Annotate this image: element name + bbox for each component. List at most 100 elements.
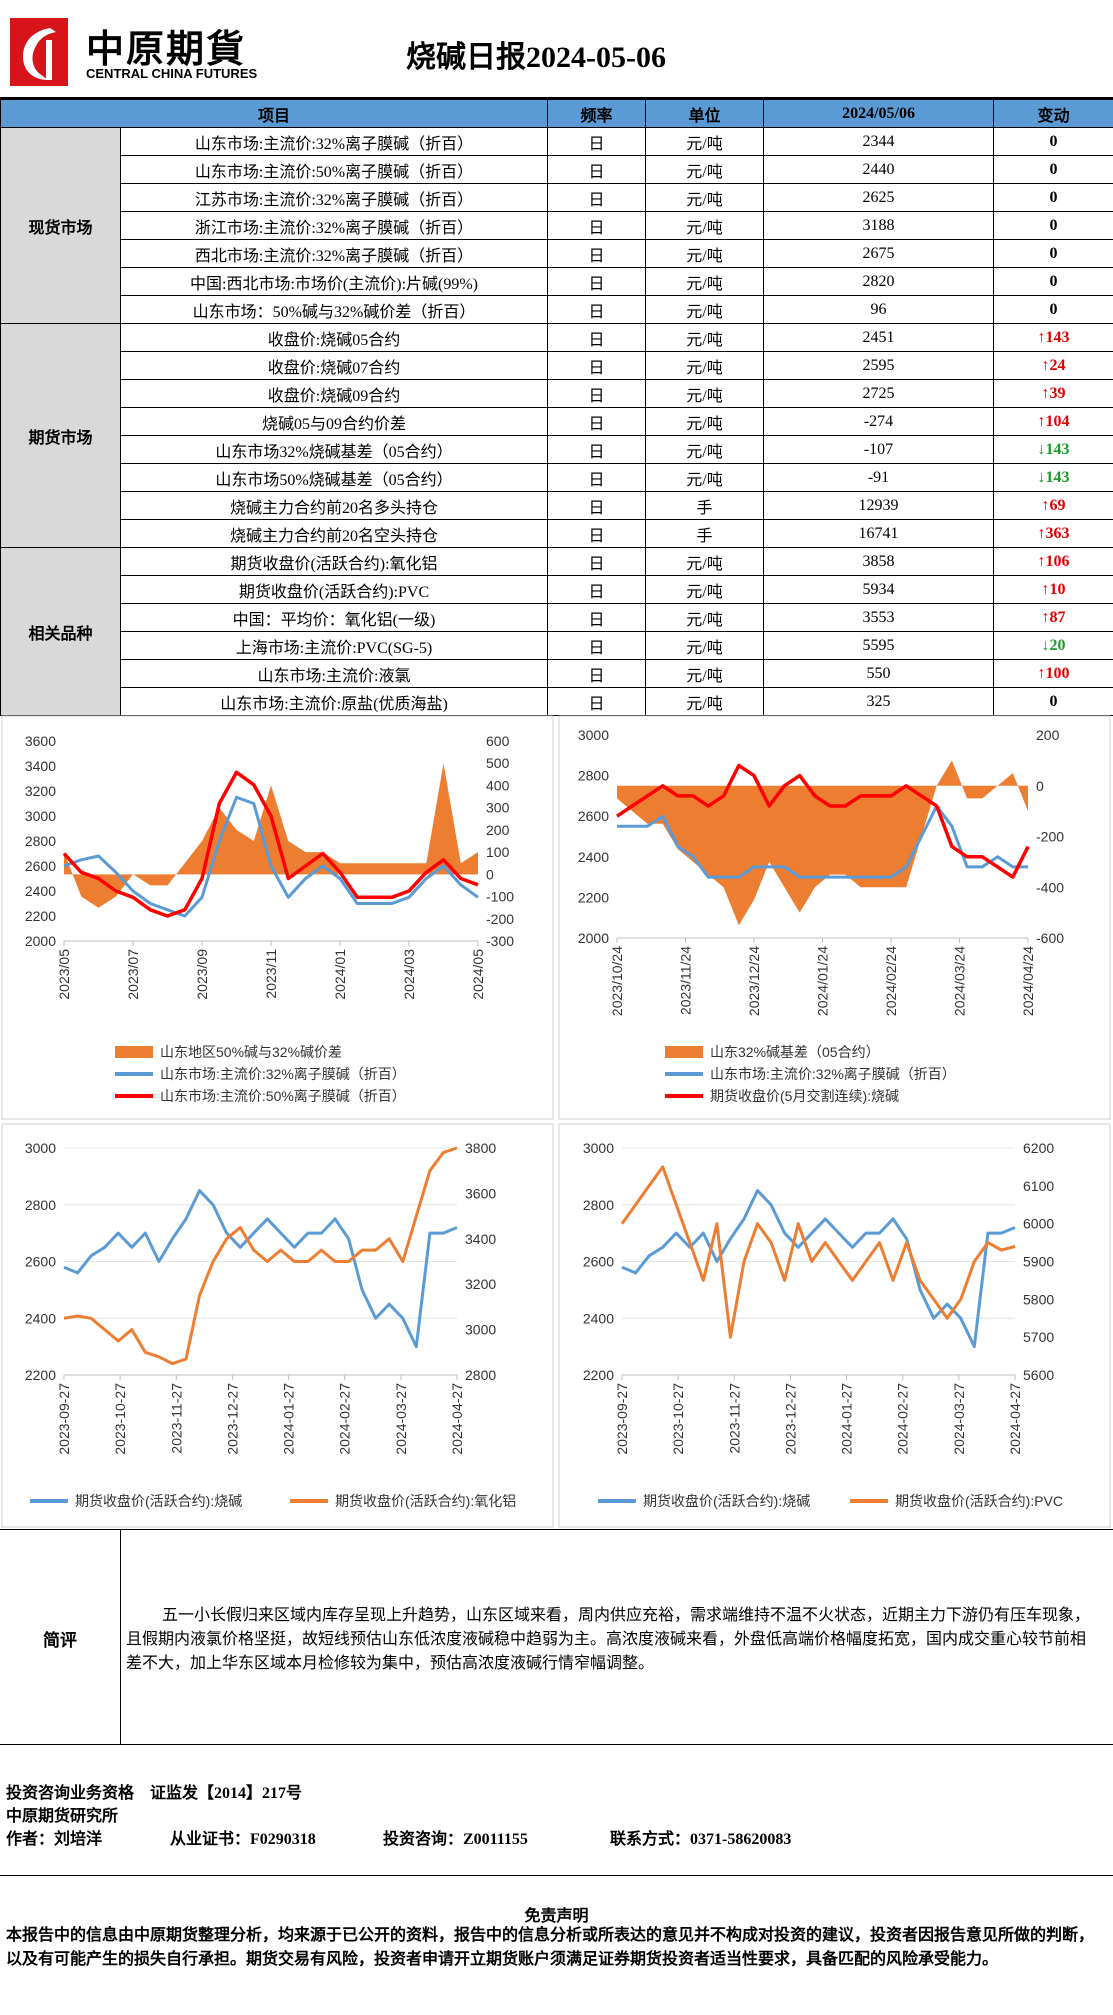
change: ↓20 <box>993 631 1113 660</box>
y2-tick-label: 5800 <box>1023 1291 1054 1307</box>
frequency: 日 <box>547 211 647 240</box>
comment-section: 简评 五一小长假归来区域内库存呈现上升趋势，山东区域来看，周内供应充裕，需求端维… <box>0 1529 1113 1745</box>
x-tick-label: 2024/05 <box>470 949 486 1000</box>
unit: 元/吨 <box>645 659 765 688</box>
item: 期货收盘价(活跃合约):氧化铝 <box>119 547 549 576</box>
column-header: 项目 <box>0 99 549 128</box>
x-tick-label: 2024/01/24 <box>815 946 831 1016</box>
report-title: 烧碱日报2024-05-06 <box>406 41 666 74</box>
item: 收盘价:烧碱05合约 <box>119 323 549 352</box>
x-tick-label: 2024-03-27 <box>951 1383 967 1455</box>
item: 烧碱05与09合约价差 <box>119 407 549 436</box>
comment-text: 五一小长假归来区域内库存呈现上升趋势，山东区域来看，周内供应充裕，需求端维持不温… <box>126 1607 1091 1672</box>
y-tick-label: 2000 <box>25 933 56 949</box>
x-tick-label: 2024-02-27 <box>337 1383 353 1455</box>
x-tick-label: 2024/04/24 <box>1020 946 1036 1016</box>
qualification: 投资咨询业务资格 证监发【2014】217号 <box>6 1785 303 1802</box>
value: -274 <box>763 407 995 436</box>
y2-tick-label: 0 <box>486 866 494 882</box>
x-tick-label: 2024-03-27 <box>393 1383 409 1455</box>
unit: 元/吨 <box>645 155 765 184</box>
table-row: 西北市场:主流价:32%离子膜碱（折百）日元/吨 2675 0 <box>1 239 1113 268</box>
unit: 元/吨 <box>645 463 765 492</box>
unit: 元/吨 <box>645 351 765 380</box>
y-tick-label: 2600 <box>583 1254 614 1270</box>
value: 2725 <box>763 379 995 408</box>
y2-tick-label: 3400 <box>465 1231 496 1247</box>
item: 收盘价:烧碱09合约 <box>119 379 549 408</box>
y2-tick-label: 6200 <box>1023 1140 1054 1156</box>
header-row: 项目 频率 单位 2024/05/06 变动 <box>0 99 1113 128</box>
column-header: 单位 <box>645 99 765 128</box>
change: 0 <box>993 687 1113 716</box>
column-header: 频率 <box>547 99 647 128</box>
group-label: 期货市场 <box>0 323 121 548</box>
header: 中原期貨 CENTRAL CHINA FUTURES 烧碱日报2024-05-0… <box>0 0 1113 99</box>
item: 中国:西北市场:市场价(主流价):片碱(99%) <box>119 267 549 296</box>
item: 浙江市场:主流价:32%离子膜碱（折百） <box>119 211 549 240</box>
y2-tick-label: 0 <box>1036 778 1044 794</box>
legend-label: 山东市场:主流价:50%离子膜碱（折百） <box>160 1088 406 1104</box>
change: ↑39 <box>993 379 1113 408</box>
legend-swatch <box>115 1046 153 1058</box>
y2-tick-label: 6000 <box>1023 1216 1054 1232</box>
y2-tick-label: -300 <box>486 933 514 949</box>
value: 2595 <box>763 351 995 380</box>
line-series <box>616 763 1030 879</box>
unit: 元/吨 <box>645 379 765 408</box>
change: 0 <box>993 211 1113 240</box>
y-tick-label: 2800 <box>25 833 56 849</box>
y-tick-label: 2800 <box>25 1197 56 1213</box>
chart-frame <box>558 715 1111 1120</box>
value: 2675 <box>763 239 995 268</box>
y-tick-label: 2600 <box>25 1254 56 1270</box>
value: -107 <box>763 435 995 464</box>
item: 山东市场32%烧碱基差（05合约） <box>119 435 549 464</box>
line-series <box>620 1165 1016 1339</box>
y2-tick-label: 500 <box>486 755 510 771</box>
frequency: 日 <box>547 687 647 716</box>
y2-tick-label: 200 <box>486 822 510 838</box>
x-tick-label: 2023-10-27 <box>670 1383 686 1455</box>
x-tick-label: 2023-10-27 <box>112 1383 128 1455</box>
y2-tick-label: -200 <box>1036 829 1064 845</box>
y-tick-label: 2200 <box>578 889 609 905</box>
y-tick-label: 3000 <box>25 1140 56 1156</box>
unit: 元/吨 <box>645 687 765 716</box>
x-tick-label: 2024-04-27 <box>449 1383 465 1455</box>
table-row: 山东市场50%烧碱基差（05合约）日元/吨 -91 ↓143 <box>1 463 1113 492</box>
y2-tick-label: 600 <box>486 733 510 749</box>
change: ↑100 <box>993 659 1113 688</box>
item: 西北市场:主流价:32%离子膜碱（折百） <box>119 239 549 268</box>
x-tick-label: 2024-04-27 <box>1007 1383 1023 1455</box>
unit: 元/吨 <box>645 631 765 660</box>
consult: 投资咨询：Z0011155 <box>383 1831 528 1848</box>
value: 3858 <box>763 547 995 576</box>
legend-label: 期货收盘价(5月交割连续):烧碱 <box>710 1088 899 1104</box>
value: 3553 <box>763 603 995 632</box>
value: 2820 <box>763 267 995 296</box>
frequency: 日 <box>547 323 647 352</box>
table-row: 浙江市场:主流价:32%离子膜碱（折百）日元/吨 3188 0 <box>1 211 1113 240</box>
table-row: 期货收盘价(活跃合约):PVC 日元/吨 5934 ↑10 <box>1 575 1113 604</box>
unit: 元/吨 <box>645 267 765 296</box>
table-row: 山东市场:主流价:原盐(优质海盐) 日元/吨 325 0 <box>1 687 1113 716</box>
legend-label: 期货收盘价(活跃合约):烧碱 <box>75 1493 242 1509</box>
change: ↑69 <box>993 491 1113 520</box>
area-series <box>64 763 478 908</box>
frequency: 日 <box>547 603 647 632</box>
comment-label: 简评 <box>43 1631 77 1650</box>
table-row: 烧碱05与09合约价差日元/吨 -274 ↑104 <box>1 407 1113 436</box>
x-tick-label: 2023/12/24 <box>746 946 762 1016</box>
change: ↑87 <box>993 603 1113 632</box>
y-tick-label: 3000 <box>578 727 609 743</box>
y2-tick-label: 400 <box>486 777 510 793</box>
frequency: 日 <box>547 407 647 436</box>
line-series <box>62 770 479 918</box>
contact: 联系方式：0371-58620083 <box>610 1831 792 1848</box>
change: ↑143 <box>993 323 1113 352</box>
y2-tick-label: 300 <box>486 800 510 816</box>
value: 2440 <box>763 155 995 184</box>
y-tick-label: 2400 <box>578 849 609 865</box>
value: -91 <box>763 463 995 492</box>
